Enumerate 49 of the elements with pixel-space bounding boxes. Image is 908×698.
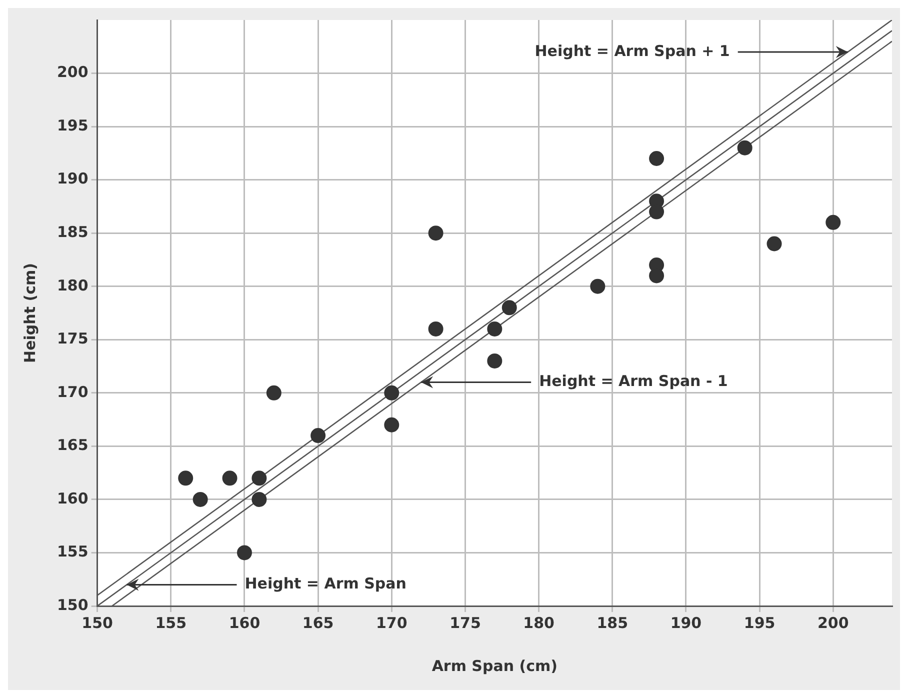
x-axis-title: Arm Span (cm) [432, 656, 558, 675]
point [487, 353, 502, 368]
point [766, 236, 782, 252]
point [649, 268, 664, 284]
point [192, 492, 208, 507]
point [252, 492, 267, 507]
point [590, 278, 606, 294]
y-tick-label: 175 [57, 330, 88, 348]
point [222, 470, 238, 486]
x-tick-label: 190 [670, 614, 702, 632]
point [502, 300, 517, 316]
x-tick-label: 185 [596, 614, 628, 632]
x-tick-label: 155 [155, 614, 187, 632]
point [737, 140, 752, 156]
y-tick-label: 185 [57, 222, 88, 241]
point [428, 226, 444, 241]
point [178, 470, 194, 486]
y-tick-label: 180 [57, 276, 88, 294]
point [428, 321, 444, 336]
y-tick-label: 170 [57, 382, 88, 401]
y-tick-label: 155 [57, 542, 88, 561]
y-axis-title: Height (cm) [20, 263, 39, 363]
x-tick-label: 175 [450, 614, 481, 632]
point [236, 545, 252, 560]
annotation: Height = Arm Span - 1 [539, 372, 728, 390]
x-tick-label: 160 [228, 614, 260, 632]
x-tick-label: 165 [302, 614, 334, 632]
point [826, 214, 841, 230]
x-tick-label: 170 [376, 614, 408, 632]
point [384, 385, 400, 400]
point [487, 321, 502, 336]
point [384, 417, 400, 432]
point [266, 385, 282, 400]
x-tick-label: 200 [817, 614, 849, 632]
x-tick-label: 150 [82, 614, 113, 632]
x-tick-label: 195 [744, 614, 776, 632]
point [649, 151, 664, 166]
y-tick-label: 200 [57, 63, 88, 82]
x-tick-label: 180 [523, 614, 554, 632]
annotation: Height = Arm Span [244, 574, 406, 593]
y-tick-label: 160 [57, 489, 88, 508]
point [310, 428, 326, 444]
y-tick-label: 150 [57, 596, 88, 614]
y-tick-label: 190 [57, 170, 88, 188]
point [649, 204, 664, 220]
y-tick-label: 165 [57, 436, 88, 454]
y-tick-label: 195 [57, 116, 88, 134]
point [252, 470, 267, 486]
annotation: Height = Arm Span + 1 [534, 42, 730, 60]
